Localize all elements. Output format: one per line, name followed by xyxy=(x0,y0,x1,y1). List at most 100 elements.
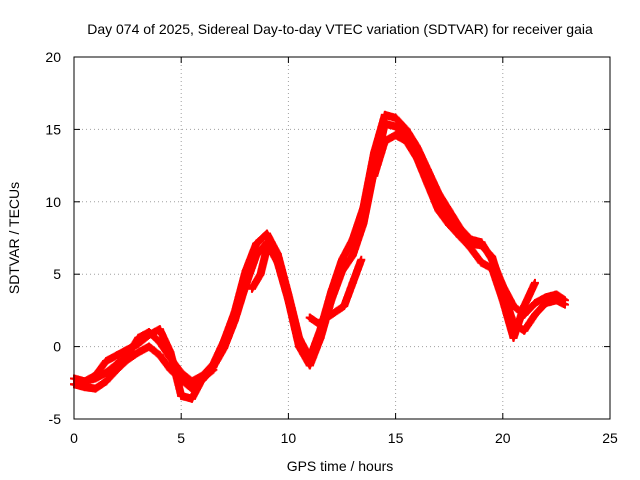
data-point-track-c-36 xyxy=(530,278,539,287)
data-point-track-b-21 xyxy=(295,333,304,342)
data-point-track-b-24 xyxy=(327,287,336,296)
y-tick-label-2: 5 xyxy=(53,266,61,282)
data-point-track-c-32 xyxy=(488,264,497,273)
data-point-track-c-21 xyxy=(370,171,379,180)
data-point-track-c-7 xyxy=(155,325,164,334)
data-point-track-b-37 xyxy=(466,235,475,244)
data-point-track-a-6 xyxy=(134,348,143,357)
data-point-track-c-13 xyxy=(247,284,256,293)
data-point-track-c-5 xyxy=(134,339,143,348)
data-point-track-b-20 xyxy=(284,290,293,299)
y-tick-label-5: 20 xyxy=(45,49,61,65)
data-point-track-b-36 xyxy=(455,223,464,232)
data-point-track-b-27 xyxy=(359,203,368,212)
data-point-track-b-35 xyxy=(445,206,454,215)
data-point-track-b-30 xyxy=(391,113,400,122)
data-point-track-c-9 xyxy=(177,391,186,400)
data-point-track-c-33 xyxy=(498,296,507,305)
data-point-track-b-28 xyxy=(370,148,379,157)
data-point-track-b-26 xyxy=(348,235,357,244)
x-axis-label: GPS time / hours xyxy=(287,458,394,474)
data-point-track-c-2 xyxy=(102,357,111,366)
data-point-track-b-45 xyxy=(552,290,561,299)
data-point-track-a-26 xyxy=(348,251,357,260)
data-point-track-c-17 xyxy=(314,319,323,328)
data-point-track-b-11 xyxy=(187,377,196,386)
data-point-track-c-27 xyxy=(434,206,443,215)
data-point-track-c-12 xyxy=(209,365,218,374)
chart-title: Day 074 of 2025, Sidereal Day-to-day VTE… xyxy=(87,21,593,37)
data-point-track-c-19 xyxy=(348,278,357,287)
data-point-track-c-23 xyxy=(391,131,400,140)
data-point-track-c-25 xyxy=(413,154,422,163)
data-point-track-c-8 xyxy=(166,348,175,357)
plot-frame xyxy=(73,56,611,420)
data-point-track-a-7 xyxy=(145,342,154,351)
data-point-track-c-3 xyxy=(112,351,121,360)
data-point-track-c-6 xyxy=(145,331,154,340)
data-point-track-c-1 xyxy=(91,371,100,380)
data-point-track-a-30 xyxy=(391,122,400,131)
data-point-track-c-0 xyxy=(80,377,89,386)
data-point-track-c-35 xyxy=(520,302,529,311)
data-point-track-b-4 xyxy=(112,359,121,368)
data-point-track-a-43 xyxy=(530,310,539,319)
data-point-track-b-31 xyxy=(402,125,411,134)
data-point-track-b-25 xyxy=(338,255,346,264)
data-point-track-b-41 xyxy=(509,302,518,311)
data-point-track-b-29 xyxy=(380,110,389,119)
x-tick-label-2: 10 xyxy=(281,430,297,446)
data-point-track-b-34 xyxy=(434,189,443,198)
data-point-track-b-19 xyxy=(273,249,282,258)
data-point-track-a-42 xyxy=(520,326,529,335)
data-point-track-a-22 xyxy=(305,361,314,370)
axis-ticks: 0 5 10 15 20 25 -5 0 5 10 15 20 xyxy=(45,49,618,446)
data-point-track-c-10 xyxy=(187,394,196,403)
data-point-track-b-39 xyxy=(488,255,497,264)
series-track-c xyxy=(80,131,539,403)
data-point-track-b-18 xyxy=(262,229,271,238)
data-point-track-b-32 xyxy=(413,142,422,151)
data-point-track-b-46 xyxy=(560,296,569,305)
data-point-track-b-22 xyxy=(305,354,314,363)
data-point-track-c-28 xyxy=(445,220,454,229)
grid xyxy=(74,57,610,419)
data-point-track-b-44 xyxy=(541,293,550,302)
data-point-track-a-3 xyxy=(102,377,111,386)
data-point-track-c-34 xyxy=(509,333,518,342)
data-point-track-c-31 xyxy=(477,258,486,267)
y-tick-label-0: -5 xyxy=(49,411,62,427)
data-point-track-c-24 xyxy=(402,136,411,145)
data-point-track-a-8 xyxy=(155,351,164,360)
data-point-track-b-14 xyxy=(220,336,229,345)
x-tick-label-5: 25 xyxy=(602,430,618,446)
x-tick-label-3: 15 xyxy=(388,430,404,446)
data-point-track-b-23 xyxy=(316,325,325,334)
data-point-track-c-22 xyxy=(380,136,389,145)
data-point-track-c-14 xyxy=(256,270,265,279)
data-point-track-c-4 xyxy=(123,345,132,354)
data-point-track-b-17 xyxy=(252,239,261,248)
data-point-track-c-11 xyxy=(198,374,207,383)
data-point-track-c-20 xyxy=(357,255,366,264)
y-tick-label-3: 10 xyxy=(45,194,61,210)
data-point-track-b-38 xyxy=(477,238,486,247)
data-point-track-c-16 xyxy=(305,313,314,322)
data-point-track-a-2 xyxy=(91,384,100,393)
data-point-track-b-15 xyxy=(230,307,239,316)
data-point-track-c-18 xyxy=(340,302,349,311)
data-point-track-c-30 xyxy=(466,244,475,253)
data-point-track-b-16 xyxy=(241,267,250,276)
x-tick-label-0: 0 xyxy=(70,430,78,446)
data-point-track-b-3 xyxy=(102,368,111,377)
y-tick-label-1: 0 xyxy=(53,339,61,355)
y-tick-label-4: 15 xyxy=(45,121,61,137)
x-tick-label-4: 20 xyxy=(495,430,511,446)
data-layer xyxy=(70,110,569,403)
x-tick-label-1: 5 xyxy=(177,430,185,446)
series-track-a xyxy=(70,119,569,393)
data-point-track-b-43 xyxy=(530,299,539,308)
data-point-track-c-29 xyxy=(455,232,464,241)
data-point-track-c-15 xyxy=(265,235,274,244)
